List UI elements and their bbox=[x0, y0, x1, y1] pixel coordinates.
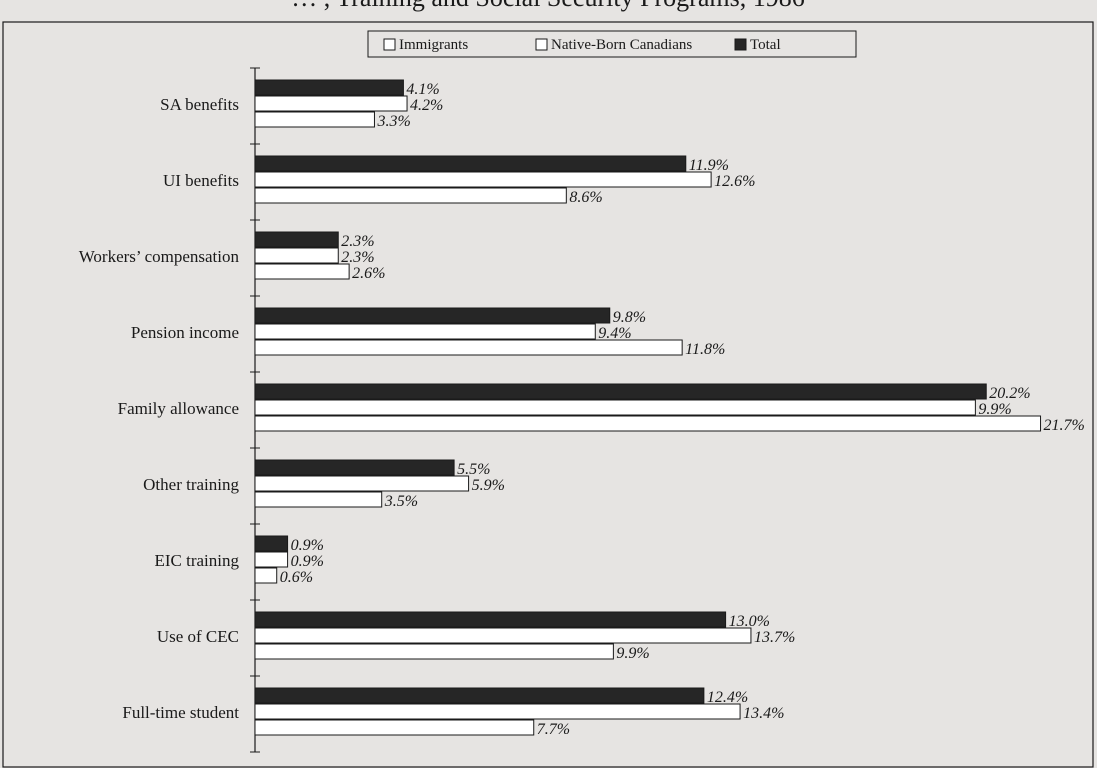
bar-immigrants bbox=[254, 643, 614, 660]
category-labels: SA benefits UI benefits Workers’ compensat… bbox=[79, 95, 240, 722]
bar-immigrants bbox=[254, 719, 535, 736]
chart-title: … , Training and Social Security Program… bbox=[291, 0, 804, 12]
data-label: 5.9% bbox=[472, 477, 505, 494]
bar-total bbox=[254, 535, 289, 552]
category-label: UI benefits bbox=[163, 171, 239, 190]
bar-native-born-canadians bbox=[254, 627, 752, 644]
data-label: 3.5% bbox=[384, 493, 418, 510]
data-label: 13.7% bbox=[754, 629, 795, 646]
data-label: 8.6% bbox=[569, 189, 602, 206]
data-label: 2.3% bbox=[341, 249, 374, 266]
bar-immigrants bbox=[254, 567, 278, 584]
value-labels: 4.1%4.2%3.3%11.9%12.6%8.6%2.3%2.3%2.6%9.… bbox=[280, 81, 1085, 738]
bar-native-born-canadians bbox=[254, 399, 976, 416]
bar-total bbox=[254, 155, 687, 172]
legend-entry: Native-Born Canadians bbox=[551, 37, 692, 53]
category-label: Full-time student bbox=[122, 703, 239, 722]
category-label: Other training bbox=[143, 475, 239, 494]
bar-immigrants bbox=[254, 263, 350, 280]
data-label: 9.4% bbox=[598, 325, 631, 342]
data-label: 7.7% bbox=[537, 721, 570, 738]
data-label: 13.4% bbox=[743, 705, 784, 722]
data-label: 11.8% bbox=[685, 341, 725, 358]
category-label: Use of CEC bbox=[157, 627, 239, 646]
bar-total bbox=[254, 383, 987, 400]
legend-swatch bbox=[734, 38, 747, 51]
data-label: 11.9% bbox=[689, 157, 729, 174]
category-label: Family allowance bbox=[118, 399, 239, 418]
data-label: 0.9% bbox=[291, 537, 324, 554]
bar-native-born-canadians bbox=[254, 703, 741, 720]
bar-immigrants bbox=[254, 187, 567, 204]
legend-swatch bbox=[535, 38, 548, 51]
legend-entry: Immigrants bbox=[399, 37, 468, 53]
data-label: 4.1% bbox=[406, 81, 439, 98]
bar-total bbox=[254, 611, 727, 628]
bar-total bbox=[254, 307, 611, 324]
data-label: 2.3% bbox=[341, 233, 374, 250]
data-label: 0.6% bbox=[280, 569, 313, 586]
data-label: 21.7% bbox=[1044, 417, 1085, 434]
data-label: 13.0% bbox=[729, 613, 770, 630]
category-label: Pension income bbox=[131, 323, 239, 342]
data-label: 4.2% bbox=[410, 97, 443, 114]
data-label: 20.2% bbox=[989, 385, 1030, 402]
legend-swatch bbox=[383, 38, 396, 51]
bar-immigrants bbox=[254, 415, 1042, 432]
bars bbox=[254, 79, 1042, 736]
category-label: SA benefits bbox=[160, 95, 239, 114]
category-label: EIC training bbox=[154, 551, 239, 570]
bar-native-born-canadians bbox=[254, 323, 596, 340]
category-label: Workers’ compensation bbox=[79, 247, 240, 266]
bar-immigrants bbox=[254, 491, 383, 508]
bar-total bbox=[254, 231, 339, 248]
bar-total bbox=[254, 459, 455, 476]
data-label: 9.8% bbox=[613, 309, 646, 326]
bar-native-born-canadians bbox=[254, 95, 408, 112]
bar-immigrants bbox=[254, 339, 683, 356]
data-label: 3.3% bbox=[376, 113, 410, 130]
data-label: 2.6% bbox=[352, 265, 385, 282]
bar-native-born-canadians bbox=[254, 247, 339, 264]
bar-total bbox=[254, 687, 705, 704]
data-label: 5.5% bbox=[457, 461, 490, 478]
bar-native-born-canadians bbox=[254, 475, 470, 492]
data-label: 12.6% bbox=[714, 173, 755, 190]
legend-entry: Total bbox=[750, 37, 781, 53]
data-label: 12.4% bbox=[707, 689, 748, 706]
bar-total bbox=[254, 79, 404, 96]
bar-immigrants bbox=[254, 111, 375, 128]
bar-native-born-canadians bbox=[254, 551, 289, 568]
legend-box bbox=[367, 30, 857, 58]
data-label: 9.9% bbox=[978, 401, 1011, 418]
data-label: 0.9% bbox=[291, 553, 324, 570]
legend: Immigrants Native-Born Canadians Total bbox=[367, 30, 857, 58]
data-label: 9.9% bbox=[616, 645, 649, 662]
bar-native-born-canadians bbox=[254, 171, 712, 188]
